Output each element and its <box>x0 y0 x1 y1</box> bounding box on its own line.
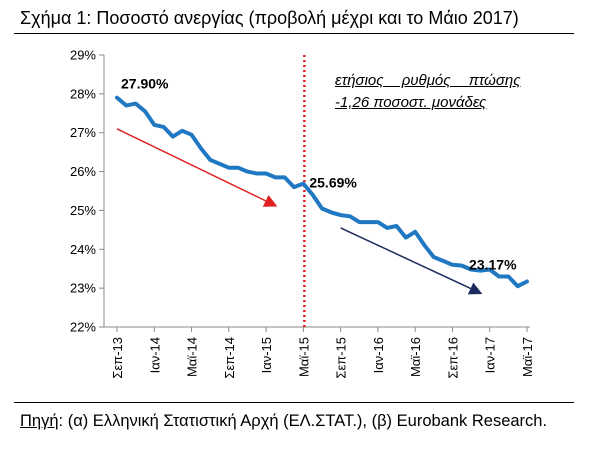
trend-arrow-shaft <box>116 128 266 202</box>
y-tick-label: 26% <box>70 164 96 179</box>
x-tick-label: Ιαν-14 <box>147 337 162 373</box>
label-layer: 27.90% 25.69% 23.17% <box>121 76 517 273</box>
x-tick-label: Ιαν-15 <box>259 337 274 373</box>
x-tick-label: Μαϊ-17 <box>520 337 535 377</box>
x-tick-label: Μαϊ-16 <box>408 337 423 377</box>
data-label: 27.90% <box>121 76 169 92</box>
x-tick-label: Μαϊ-15 <box>296 337 311 377</box>
source-label: Πηγή <box>20 412 59 430</box>
x-tick-label: Ιαν-17 <box>483 337 498 373</box>
trend-arrow-head <box>467 282 483 295</box>
y-tick-label: 28% <box>70 86 96 101</box>
unemployment-line-chart: 22% 23% 24% 25% 26% 27% 28% 29% Σεπ-13 Ιαν-14 Μαϊ… <box>70 48 535 379</box>
source-text: : (α) Ελληνική Στατιστική Αρχή (ΕΛ.ΣΤΑΤ.… <box>58 412 548 430</box>
y-tick-label: 29% <box>70 48 96 63</box>
y-axis: 22% 23% 24% 25% 26% 27% 28% 29% <box>70 48 105 335</box>
annotation-line-1: ετήσιος ρυθμός πτώσης <box>335 72 521 89</box>
x-tick-label: Μαϊ-14 <box>185 337 200 377</box>
source-note: Πηγή: (α) Ελληνική Στατιστική Αρχή (ΕΛ.Σ… <box>20 410 575 433</box>
y-tick-label: 23% <box>70 281 96 296</box>
x-tick-label: Σεπ-16 <box>445 337 460 379</box>
x-tick-label: Ιαν-16 <box>371 337 386 373</box>
y-tick-label: 22% <box>70 320 96 335</box>
x-tick-label: Σεπ-15 <box>334 337 349 379</box>
y-tick-label: 25% <box>70 203 96 218</box>
series-line <box>115 95 529 289</box>
top-rule <box>14 33 574 34</box>
annotation-line-2: -1,26 ποσοστ. μονάδες <box>335 94 487 111</box>
trend-annotation: ετήσιος ρυθμός πτώσης -1,26 ποσοστ. μονά… <box>335 70 521 114</box>
figure-title: Σχήμα 1: Ποσοστό ανεργίας (προβολή μέχρι… <box>20 8 519 28</box>
trend-arrow-shaft <box>340 227 471 290</box>
data-label: 23.17% <box>469 256 517 272</box>
series-layer <box>115 95 529 289</box>
y-tick-label: 27% <box>70 125 96 140</box>
x-tick-label: Σεπ-14 <box>222 337 237 379</box>
data-label: 25.69% <box>309 175 357 191</box>
y-tick-label: 24% <box>70 242 96 257</box>
x-axis: Σεπ-13 Ιαν-14 Μαϊ-14 Σεπ-14 Ιαν-15 Μαϊ-15 Σεπ-… <box>104 326 535 379</box>
arrow-layer <box>116 128 483 295</box>
bottom-rule <box>14 402 574 403</box>
trend-arrow-head <box>262 195 278 207</box>
x-tick-label: Σεπ-13 <box>110 337 125 379</box>
